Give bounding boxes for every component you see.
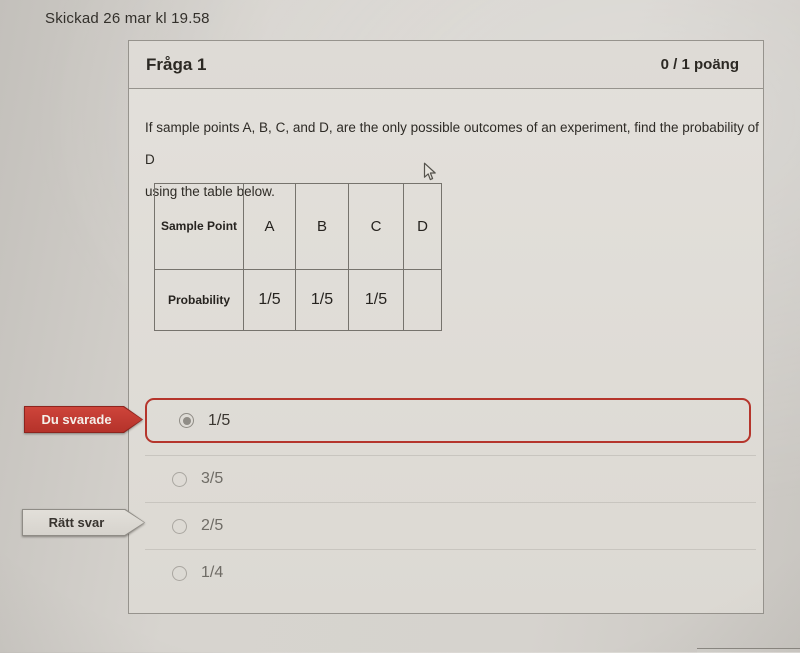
option-label: 3/5: [201, 470, 224, 487]
table-cell-b: B: [295, 183, 349, 270]
probability-table: Sample Point A B C D Probability 1/5 1/5…: [154, 183, 442, 331]
table-prob-b: 1/5: [295, 269, 349, 331]
option-correct-answer[interactable]: 2/5: [145, 502, 756, 549]
your-answer-badge-label: Du svarade: [25, 407, 142, 432]
question-title: Fråga 1: [146, 54, 207, 74]
table-cell-a: A: [243, 183, 296, 270]
option-4[interactable]: 1/4: [145, 549, 756, 596]
option-label: 1/4: [201, 564, 224, 581]
option-label: 1/5: [208, 411, 231, 429]
radio-selected-icon[interactable]: [179, 413, 194, 428]
correct-answer-badge: Rätt svar: [22, 509, 145, 536]
table-label-sample-point: Sample Point: [154, 183, 244, 270]
table-label-probability: Probability: [154, 269, 244, 331]
correct-answer-badge-label: Rätt svar: [23, 510, 144, 535]
table-cell-d: D: [403, 183, 442, 270]
mouse-cursor-icon: [423, 162, 437, 187]
table-row-probability: Probability 1/5 1/5 1/5: [154, 269, 442, 331]
question-header: Fråga 1 0 / 1 poäng: [129, 41, 763, 89]
question-points: 0 / 1 poäng: [660, 56, 739, 73]
answer-options: 1/5 3/5 2/5 1/4: [145, 398, 756, 596]
radio-unselected-icon[interactable]: [172, 565, 187, 581]
radio-unselected-icon[interactable]: [172, 518, 187, 534]
prompt-line-1: If sample points A, B, C, and D, are the…: [145, 120, 759, 167]
option-your-answer[interactable]: 1/5: [145, 398, 751, 443]
other-options: 3/5 2/5 1/4: [145, 455, 756, 596]
option-2[interactable]: 3/5: [145, 455, 756, 502]
table-prob-a: 1/5: [243, 269, 296, 331]
next-question-card-edge: [697, 648, 800, 653]
submitted-timestamp: Skickad 26 mar kl 19.58: [45, 10, 210, 27]
table-row-sample-point: Sample Point A B C D: [154, 183, 442, 270]
table-prob-d: [403, 269, 442, 331]
table-cell-c: C: [348, 183, 404, 270]
table-prob-c: 1/5: [348, 269, 404, 331]
your-answer-badge: Du svarade: [24, 406, 143, 433]
option-label: 2/5: [201, 517, 224, 534]
question-card: Fråga 1 0 / 1 poäng If sample points A, …: [128, 40, 764, 614]
radio-unselected-icon[interactable]: [172, 471, 187, 487]
